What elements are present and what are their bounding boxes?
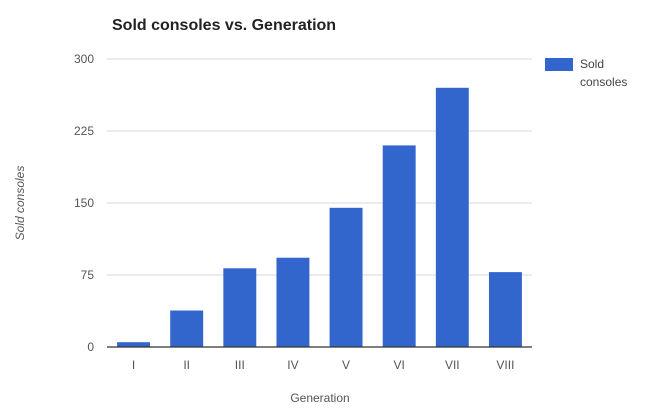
chart-title: Sold consoles vs. Generation bbox=[112, 17, 336, 34]
legend-label: Sold consoles bbox=[580, 57, 627, 89]
y-axis-ticks: 0 75 150 225 300 bbox=[74, 52, 94, 354]
legend: Sold consoles bbox=[545, 57, 627, 89]
y-tick-label: 225 bbox=[74, 124, 94, 138]
y-tick-label: 75 bbox=[81, 268, 95, 282]
x-tick-label: VII bbox=[445, 358, 460, 372]
bar-II bbox=[170, 310, 204, 347]
y-tick-label: 150 bbox=[74, 196, 94, 210]
bar-III bbox=[223, 268, 257, 347]
bars bbox=[117, 87, 522, 348]
x-tick-label: IV bbox=[287, 358, 298, 372]
x-tick-label: I bbox=[132, 358, 135, 372]
x-tick-label: VI bbox=[394, 358, 405, 372]
bar-I bbox=[117, 342, 151, 347]
x-tick-label: II bbox=[183, 358, 190, 372]
legend-swatch bbox=[545, 58, 573, 71]
x-axis-title: Generation bbox=[290, 391, 349, 405]
y-axis-title: Sold consoles bbox=[13, 166, 27, 241]
bar-V bbox=[329, 207, 363, 347]
y-tick-label: 0 bbox=[87, 340, 94, 354]
bar-VI bbox=[382, 145, 416, 347]
x-tick-label: V bbox=[342, 358, 350, 372]
bar-VIII bbox=[488, 272, 522, 347]
bar-IV bbox=[276, 257, 310, 347]
y-tick-label: 300 bbox=[74, 52, 94, 66]
bar-VII bbox=[435, 87, 469, 348]
x-tick-label: VIII bbox=[496, 358, 514, 372]
x-tick-label: III bbox=[235, 358, 245, 372]
x-axis-ticks: I II III IV V VI VII VIII bbox=[132, 358, 515, 372]
